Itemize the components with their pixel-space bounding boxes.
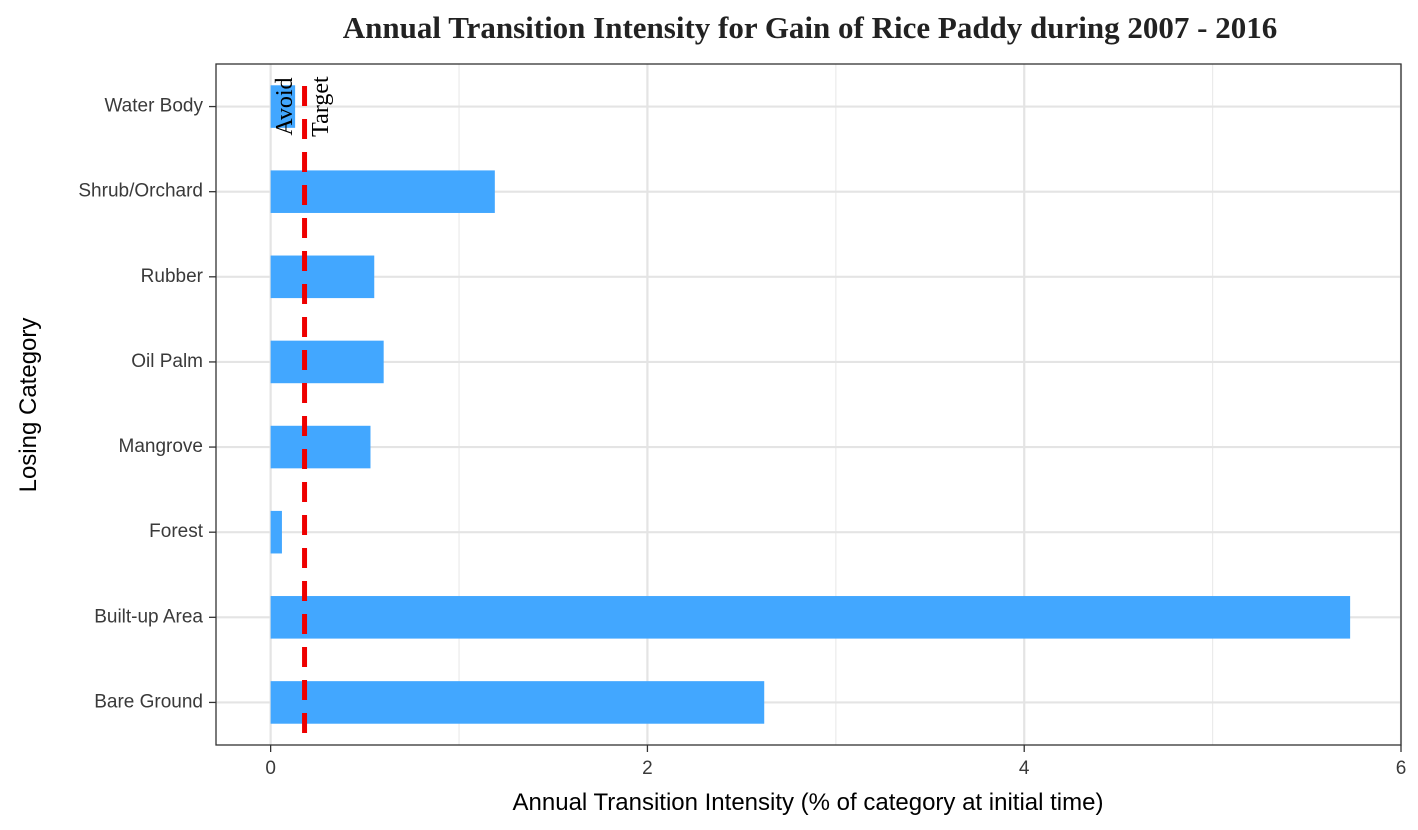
bar: [270, 681, 765, 724]
bar: [270, 170, 495, 213]
bars: [270, 85, 1351, 724]
y-tick-label: Mangrove: [119, 436, 204, 457]
y-tick-label: Bare Ground: [94, 691, 203, 712]
bar: [270, 596, 1351, 639]
y-tick-label: Built-up Area: [94, 606, 203, 627]
x-tick-label: 4: [1019, 758, 1030, 779]
bar: [270, 425, 371, 469]
y-tick-label: Water Body: [104, 96, 203, 117]
y-axis: Bare Ground Built-up Area Forest Mangrove Oi…: [78, 96, 216, 712]
annotation-avoid: Avoid: [272, 77, 298, 135]
x-tick-label: 6: [1396, 758, 1407, 779]
bar: [270, 255, 375, 299]
bar: [270, 85, 296, 128]
y-tick-label: Forest: [149, 521, 204, 542]
x-tick-label: 0: [265, 758, 276, 779]
reference-layer: Avoid Target: [215, 63, 1402, 746]
x-tick-label: 2: [642, 758, 653, 779]
chart-title: Annual Transition Intensity for Gain of …: [343, 10, 1277, 45]
x-axis-title: Annual Transition Intensity (% of catego…: [513, 789, 1104, 816]
y-tick-label: Shrub/Orchard: [78, 181, 203, 202]
plot-panel: [216, 64, 1403, 745]
y-axis-title: Losing Category: [15, 318, 42, 493]
y-tick-label: Oil Palm: [131, 351, 203, 372]
annotation-target: Target: [308, 76, 334, 137]
bar: [270, 510, 282, 554]
panel-border: [215, 63, 1402, 746]
y-tick-label: Rubber: [141, 266, 204, 287]
x-axis: 0 2 4 6: [265, 745, 1406, 779]
bar: [270, 340, 384, 384]
